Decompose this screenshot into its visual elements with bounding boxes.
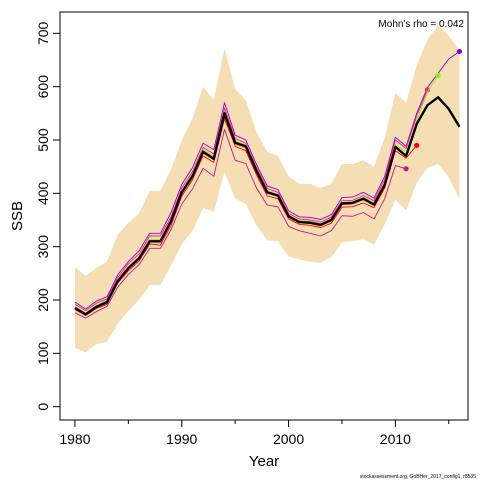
y-tick-label: 600 bbox=[35, 75, 51, 99]
x-axis-title: Year bbox=[249, 453, 279, 470]
series-end-point bbox=[403, 166, 409, 172]
mohns-rho-annotation: Mohn's rho = 0.042 bbox=[378, 19, 464, 30]
y-tick-label: 500 bbox=[35, 128, 51, 152]
series-line bbox=[74, 89, 428, 312]
x-tick-label: 2010 bbox=[380, 431, 411, 447]
y-tick-label: 700 bbox=[35, 21, 51, 45]
x-axis: 1980 1990 2000 2010 bbox=[59, 419, 460, 447]
y-tick-label: 400 bbox=[35, 181, 51, 205]
series-line bbox=[74, 118, 418, 316]
x-tick-label: 2000 bbox=[273, 431, 304, 447]
y-tick-label: 300 bbox=[35, 235, 51, 259]
series-end-point bbox=[456, 48, 463, 55]
y-tick-label: 200 bbox=[35, 288, 51, 312]
series-line bbox=[74, 128, 407, 319]
x-tick-label: 1980 bbox=[59, 431, 90, 447]
y-tick-label: 0 bbox=[35, 403, 51, 411]
y-axis-title: SSB bbox=[9, 201, 26, 231]
footer-credit: stockassessment.org, GoBHer_2017_config1… bbox=[360, 474, 476, 480]
series-end-point bbox=[424, 87, 431, 93]
series-end-point bbox=[414, 142, 420, 148]
y-axis: 0 100 200 300 400 500 600 700 bbox=[35, 21, 60, 411]
series-line bbox=[74, 96, 461, 316]
x-tick-label: 1990 bbox=[166, 431, 197, 447]
y-tick-label: 100 bbox=[35, 341, 51, 365]
series-end-point bbox=[435, 72, 441, 79]
series-line bbox=[74, 51, 460, 310]
plot-area bbox=[74, 25, 463, 353]
